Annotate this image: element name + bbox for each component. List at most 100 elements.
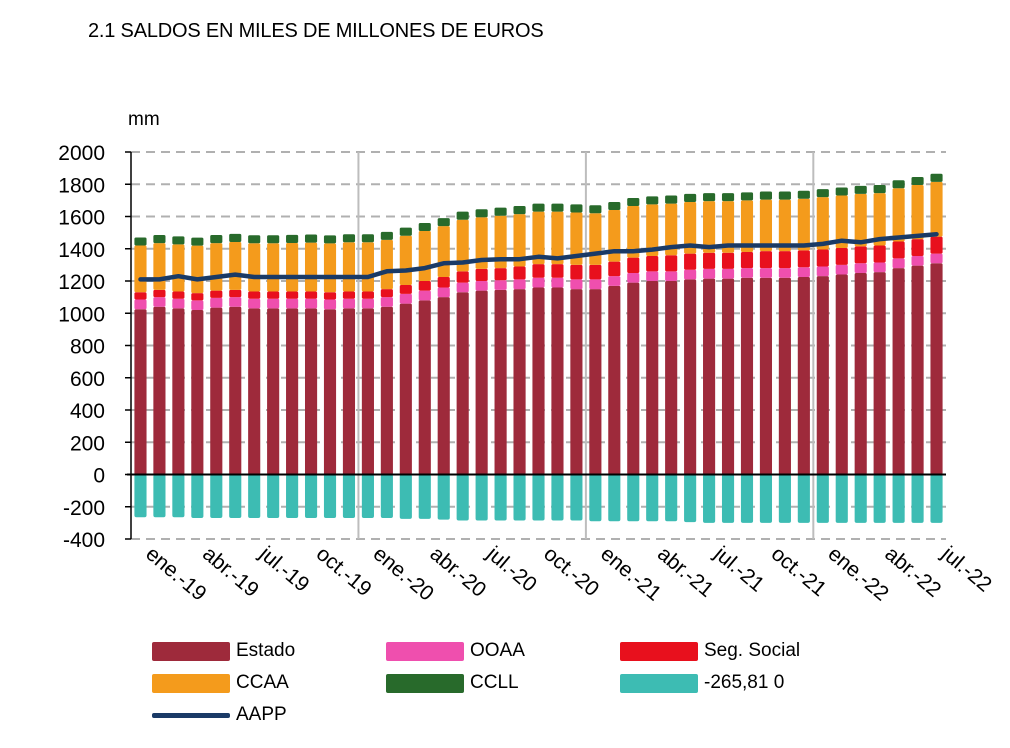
bar-ooaa-42 [930,253,943,264]
bar-ccaa-6 [248,243,261,292]
bar-seg-social-7 [267,291,280,299]
bar-negative-5 [229,474,242,519]
bar-negative-0 [134,474,147,518]
legend-item--265-81-0: -265,81 0 [620,672,784,694]
bar-negative-1 [153,474,166,518]
bar-ccaa-17 [456,219,469,272]
bar-negative-30 [703,474,716,523]
bar-seg-social-6 [248,291,261,299]
bar-estado-0 [134,309,147,475]
bar-seg-social-39 [873,245,886,263]
bar-estado-7 [267,308,280,475]
bar-estado-14 [399,303,412,475]
bar-estado-13 [380,306,393,475]
bar-ccaa-32 [740,200,754,252]
bar-seg-social-11 [342,291,356,299]
bar-negative-9 [304,474,318,519]
bar-ccll-28 [665,195,678,204]
bar-ccaa-27 [646,204,659,257]
bar-seg-social-15 [418,281,431,291]
bar-estado-37 [835,274,848,475]
legend-label: AAPP [236,704,287,725]
bar-negative-18 [475,474,488,521]
legend-label: OOAA [470,640,525,661]
bar-ccll-40 [892,180,905,189]
bar-ccll-23 [570,204,583,213]
bar-seg-social-22 [551,264,564,278]
bar-estado-10 [323,309,337,475]
bar-ooaa-18 [475,281,488,291]
y-tick-label: 1000 [58,303,105,326]
line-aapp [138,231,939,282]
bar-ccll-30 [703,193,716,202]
bar-estado-40 [892,268,905,475]
bar-seg-social-41 [911,239,924,257]
bar-ooaa-32 [740,268,754,278]
bar-ooaa-17 [456,282,469,293]
bar-ccll-25 [608,201,621,211]
bar-estado-20 [513,289,526,475]
bar-seg-social-8 [286,291,299,299]
bar-seg-social-38 [854,246,867,264]
bar-ccll-35 [797,190,810,199]
x-tick-label: abr.-20 [426,542,491,602]
bar-ccll-36 [816,189,829,198]
y-tick-label: 1200 [58,271,105,294]
bar-seg-social-30 [703,252,716,269]
y-tick-label: 2000 [58,142,105,165]
bar-estado-9 [304,308,318,475]
bar-negative-34 [778,474,791,523]
bar-ooaa-37 [835,264,848,275]
bar-ccaa-42 [930,181,943,237]
x-tick-label: abr.-19 [198,542,263,602]
bar-ccaa-35 [797,198,810,251]
bar-ooaa-8 [286,298,299,309]
bar-ooaa-36 [816,266,829,277]
bar-seg-social-35 [797,250,810,268]
bar-seg-social-27 [646,256,659,272]
bar-estado-27 [646,281,659,475]
bar-negative-31 [721,474,735,523]
bar-ccll-26 [627,197,640,207]
bar-negative-36 [816,474,829,523]
bar-ooaa-23 [570,279,583,290]
bar-negative-27 [646,474,659,522]
bar-ccaa-26 [627,206,640,258]
bar-ooaa-0 [134,299,147,310]
bar-ccaa-3 [191,245,204,294]
bar-ccll-22 [551,203,564,212]
bar-ccaa-13 [380,239,393,290]
y-tick-label: -400 [63,529,105,552]
bar-ccaa-14 [399,235,412,286]
bar-estado-32 [740,277,754,475]
bar-ccaa-7 [267,243,280,292]
bar-ccll-7 [267,235,280,244]
legend-item-seg-social: Seg. Social [620,640,800,662]
bar-seg-social-31 [721,252,735,269]
bar-ccll-9 [304,234,318,243]
bar-ccaa-19 [494,215,507,269]
bar-negative-14 [399,474,412,519]
bar-negative-12 [361,474,374,519]
bar-negative-24 [589,474,602,522]
bar-estado-39 [873,272,886,475]
bar-estado-23 [570,289,583,475]
bar-ccll-8 [286,234,299,243]
bar-ccll-21 [532,203,545,212]
bar-ccll-33 [759,191,773,200]
x-tick-label: ene.-19 [141,542,210,605]
bar-ccaa-23 [570,212,583,265]
legend-swatch [620,673,698,693]
bar-ooaa-13 [380,297,393,307]
bar-ccll-0 [134,237,147,246]
bar-seg-social-0 [134,292,147,300]
bar-ccll-16 [437,218,450,227]
bar-ooaa-15 [418,290,431,301]
bar-seg-social-10 [323,292,337,300]
bar-ccll-38 [854,185,867,194]
bar-ccaa-36 [816,197,829,250]
bar-seg-social-34 [778,251,791,269]
bar-ccll-11 [342,234,356,243]
bar-ooaa-24 [589,279,602,290]
y-tick-label: -200 [63,497,105,520]
